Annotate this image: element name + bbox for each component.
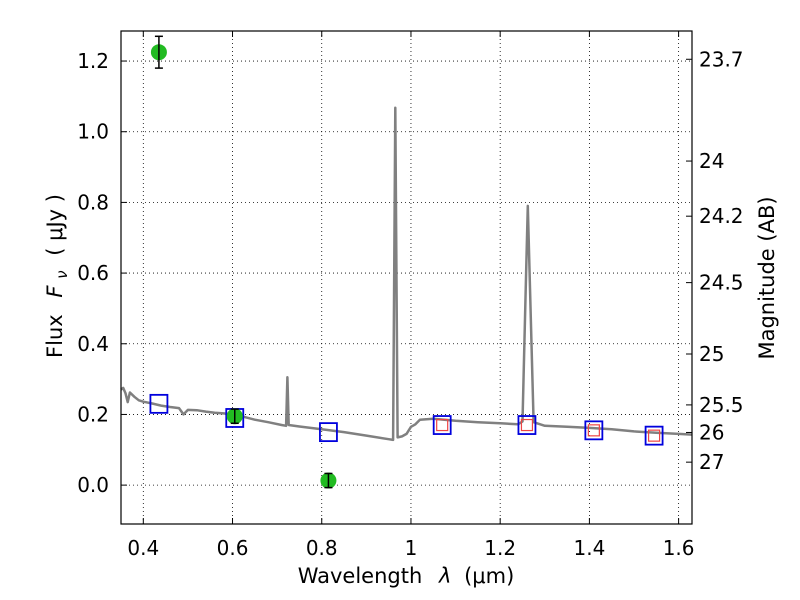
x-axis-label-lambda: λ xyxy=(438,564,451,588)
spectrum-layer xyxy=(120,106,693,442)
model-photometry-box xyxy=(319,422,338,443)
model-photometry-box xyxy=(517,415,537,435)
x-tick-label: 1.4 xyxy=(573,536,605,560)
right-tick-label: 24 xyxy=(699,149,724,173)
x-axis-label-unit: (μm) xyxy=(464,564,514,588)
model-photometry-box xyxy=(432,415,452,435)
x-tick-label: 1.2 xyxy=(484,536,516,560)
x-axis-label: Wavelength λ (μm) xyxy=(298,564,515,588)
grid-layer xyxy=(121,31,692,524)
x-tick-label: 0.4 xyxy=(127,536,159,560)
model-photometry-inner-box xyxy=(647,429,661,442)
x-tick-label: 0.8 xyxy=(306,536,338,560)
x-axis-label-text: Wavelength xyxy=(298,564,423,588)
model-photometry-box xyxy=(644,425,664,446)
x-tick-label: 1.6 xyxy=(663,536,695,560)
right-tick-label: 24.2 xyxy=(699,204,744,228)
observed-photometry-layer xyxy=(150,35,337,489)
y-tick-label: 0.4 xyxy=(77,332,109,356)
y-tick-label: 0.6 xyxy=(77,261,109,285)
y-axis-label-text: Flux xyxy=(43,314,67,358)
model-photometry-box xyxy=(584,420,604,441)
right-tick-label: 26 xyxy=(699,420,724,444)
model-photometry-inner-box xyxy=(436,418,449,432)
y-axis-label-subscript: ν xyxy=(53,270,71,278)
tick-layer: 0.4 0.6 0.8 1 1.2 1.4 1.6 0.0 0.2 0.4 0.6 0.8 1.0 1.2… xyxy=(77,31,744,560)
model-photometry-inner-box xyxy=(520,418,534,432)
y-tick-label: 0.2 xyxy=(77,402,109,426)
spectrum-line xyxy=(120,106,693,442)
plot-frame xyxy=(120,30,693,525)
model-photometry-box xyxy=(149,393,169,414)
model-photometry-layer xyxy=(149,393,664,446)
right-tick-label: 25 xyxy=(699,342,724,366)
right-tick-label: 27 xyxy=(699,450,724,474)
y-axis-label-symbol: F xyxy=(43,285,67,298)
model-photometry-inner-box xyxy=(587,424,600,437)
y-tick-label: 0.8 xyxy=(77,190,109,214)
y-tick-label: 1.0 xyxy=(77,120,109,144)
y-tick-label: 1.2 xyxy=(77,49,109,73)
right-axis-label: Magnitude (AB) xyxy=(755,196,779,359)
x-tick-label: 1 xyxy=(405,536,418,560)
right-tick-label: 25.5 xyxy=(699,393,744,417)
y-axis-label-unit: ( μJy ) xyxy=(43,194,67,256)
right-tick-label: 23.7 xyxy=(699,47,744,71)
y-tick-label: 0.0 xyxy=(77,473,109,497)
y-axis-label: Flux F ν ( μJy ) xyxy=(43,194,72,358)
right-tick-label: 24.5 xyxy=(699,271,744,295)
x-tick-label: 0.6 xyxy=(217,536,249,560)
